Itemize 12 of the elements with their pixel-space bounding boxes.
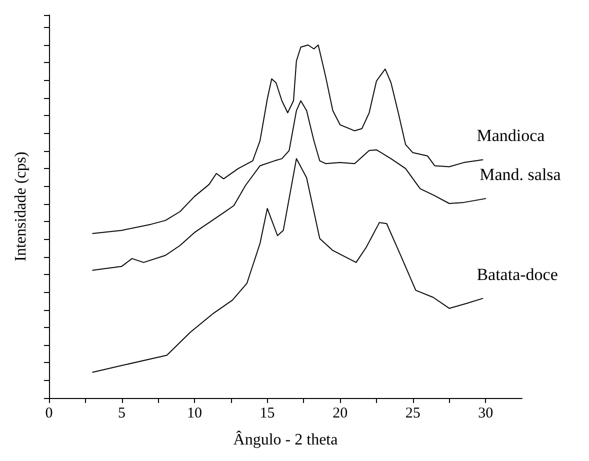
x-tick-label: 25 [405, 406, 420, 422]
x-tick-label: 20 [332, 406, 348, 422]
y-axis-title: Intensidade (cps) [12, 152, 30, 262]
x-tick-label: 0 [45, 406, 53, 422]
x-tick-label: 10 [187, 406, 202, 422]
series-label: Mand. salsa [480, 165, 562, 184]
x-tick-label: 15 [260, 406, 275, 422]
x-tick-label: 5 [118, 406, 126, 422]
series-label: Mandioca [476, 126, 546, 146]
x-tick-label: 30 [478, 406, 494, 422]
series-label: Batata-doce [476, 264, 558, 284]
x-axis-title: Ângulo - 2 theta [233, 430, 338, 448]
